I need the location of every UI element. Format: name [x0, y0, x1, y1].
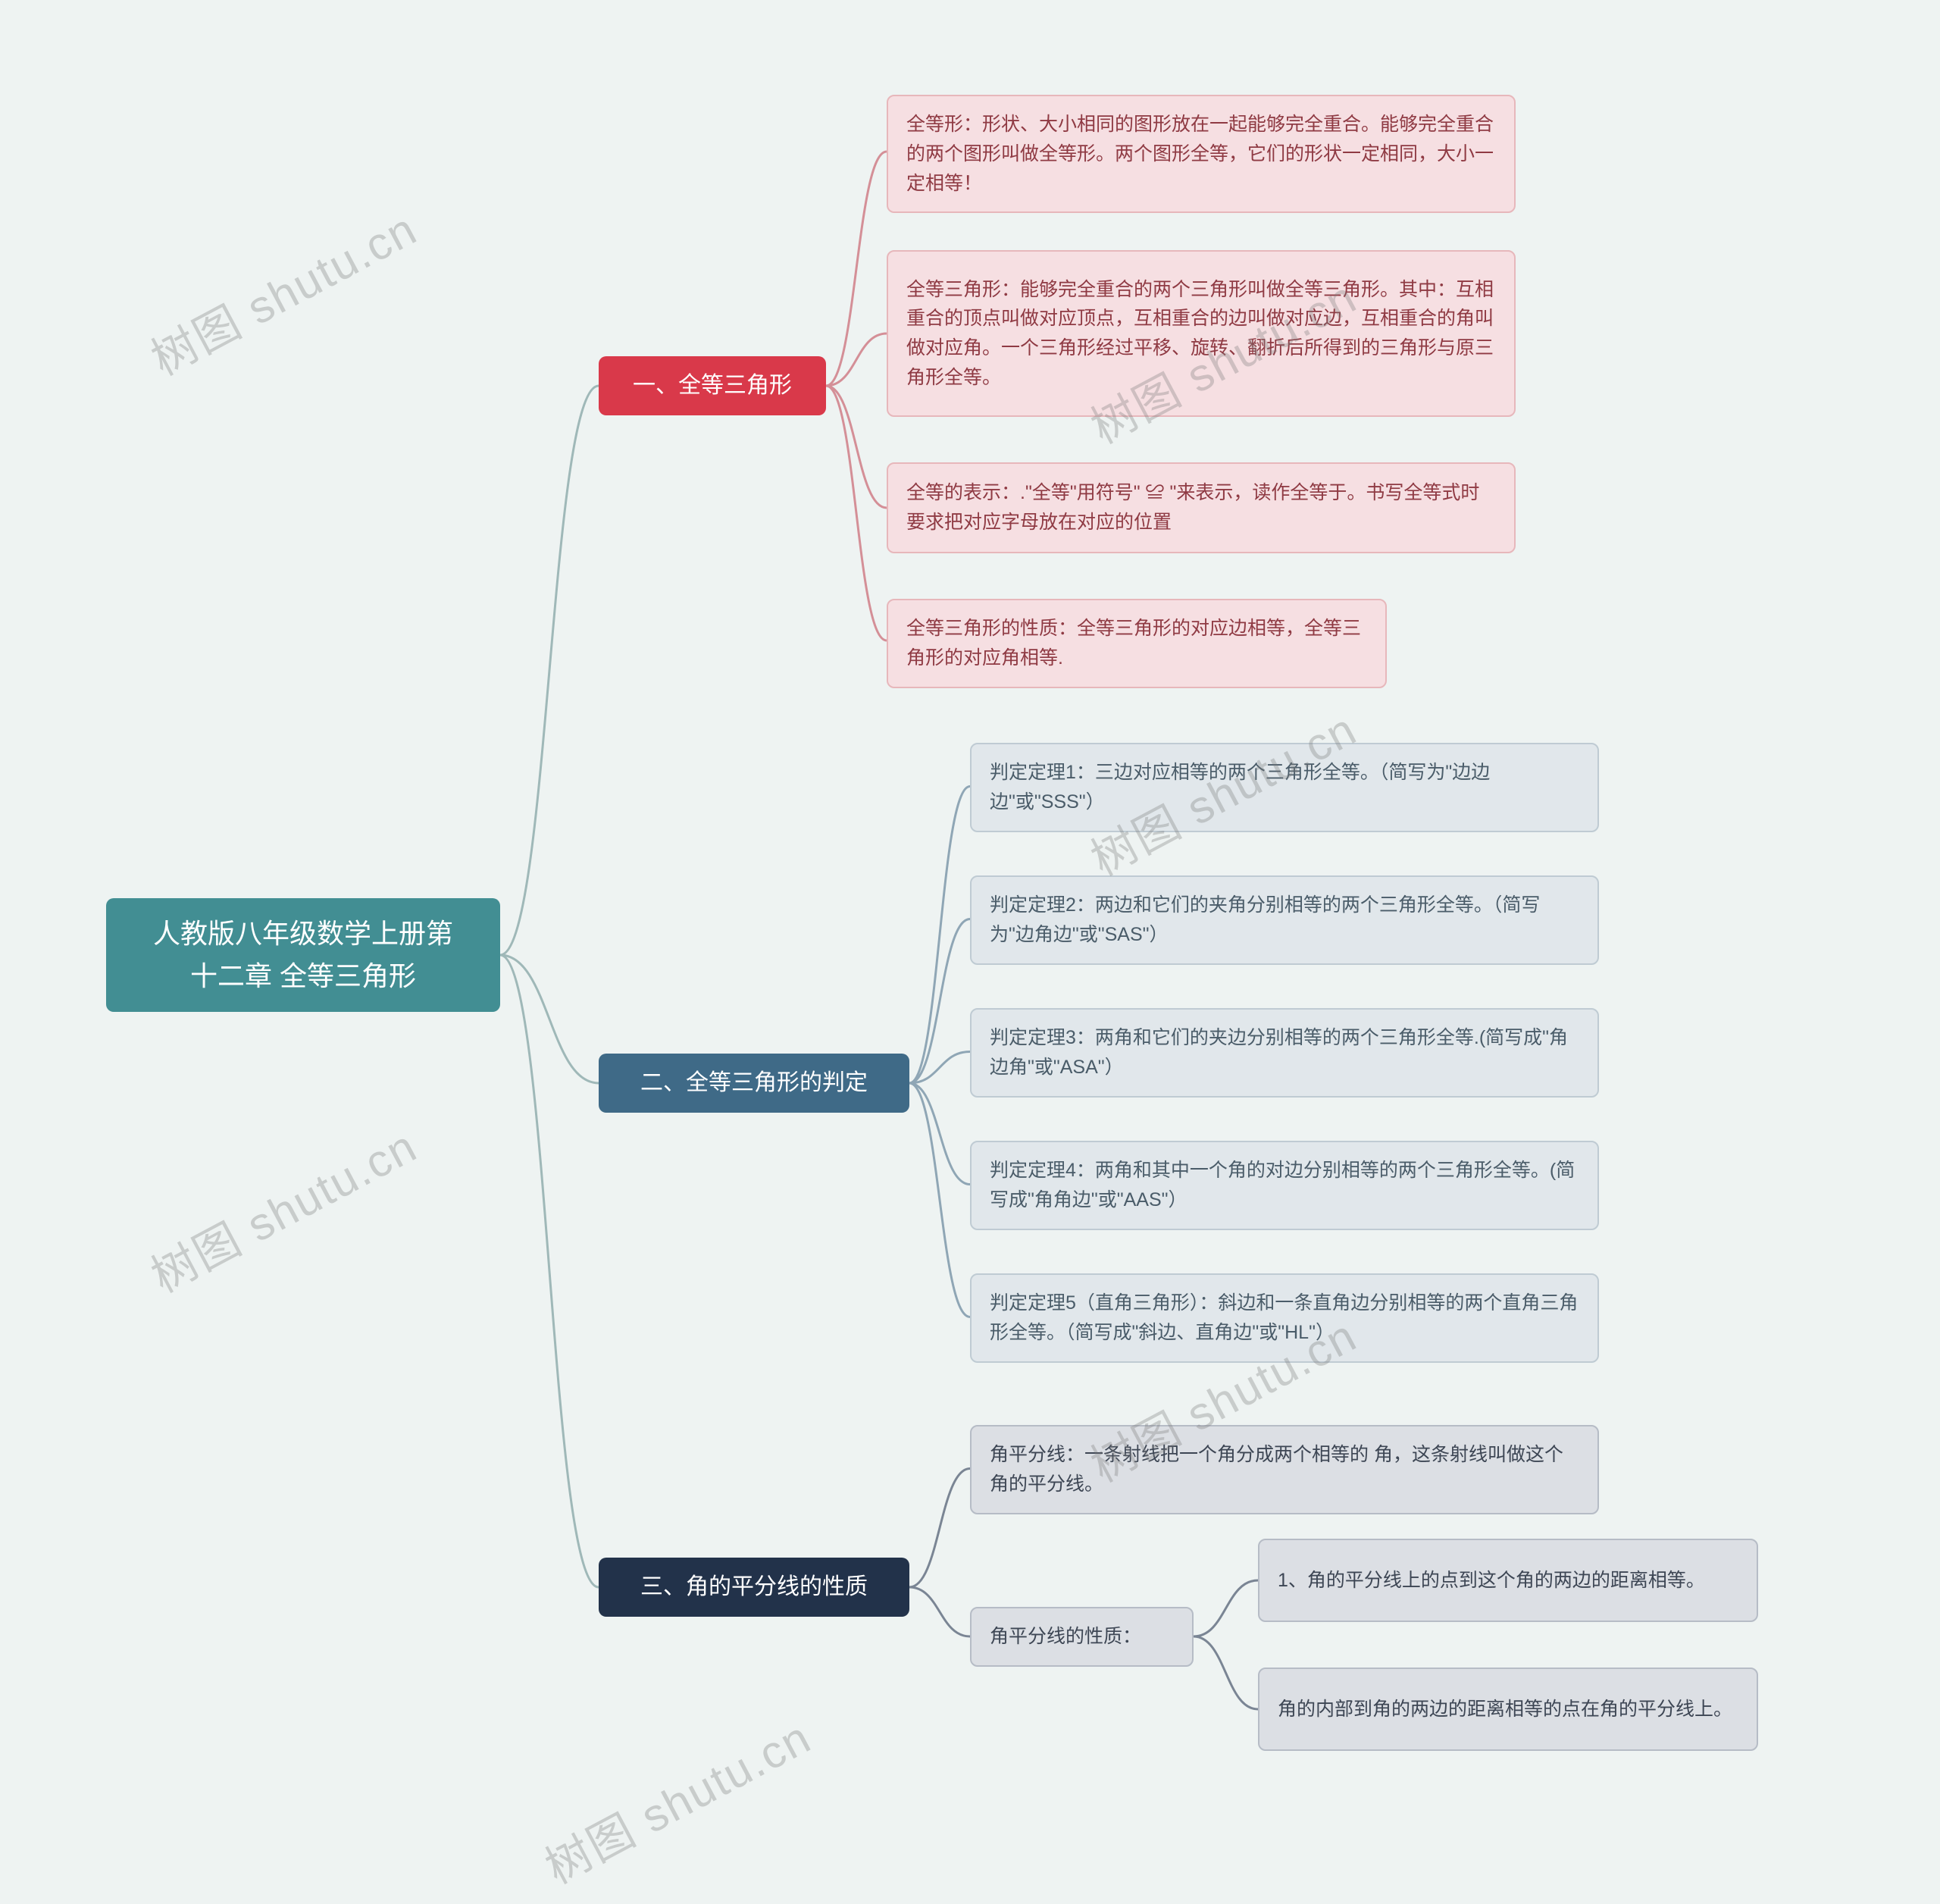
leaf-text: 角平分线的性质：	[990, 1622, 1174, 1652]
branch-3-sub-1[interactable]: 角的内部到角的两边的距离相等的点在角的平分线上。	[1258, 1668, 1758, 1751]
root-line1: 人教版八年级数学上册第	[153, 913, 453, 955]
root-node[interactable]: 人教版八年级数学上册第 十二章 全等三角形	[106, 898, 500, 1012]
branch-1-leaf-2[interactable]: 全等的表示：."全等"用符号" ≌ "来表示，读作全等于。书写全等式时要求把对应…	[887, 462, 1516, 553]
leaf-text: 全等三角形：能够完全重合的两个三角形叫做全等三角形。其中：互相重合的顶点叫做对应…	[906, 275, 1496, 393]
branch-2-leaf-4[interactable]: 判定定理5（直角三角形）：斜边和一条直角边分别相等的两个直角三角形全等。（简写成…	[970, 1273, 1599, 1363]
branch-2-leaf-2[interactable]: 判定定理3：两角和它们的夹边分别相等的两个三角形全等.(简写成"角边角"或"AS…	[970, 1008, 1599, 1098]
leaf-text: 角的内部到角的两边的距离相等的点在角的平分线上。	[1278, 1695, 1738, 1724]
branch-2-leaf-3[interactable]: 判定定理4：两角和其中一个角的对边分别相等的两个三角形全等。(简写成"角角边"或…	[970, 1141, 1599, 1230]
branch-1-leaf-3[interactable]: 全等三角形的性质：全等三角形的对应边相等，全等三角形的对应角相等.	[887, 599, 1387, 688]
branch-1-leaf-1[interactable]: 全等三角形：能够完全重合的两个三角形叫做全等三角形。其中：互相重合的顶点叫做对应…	[887, 250, 1516, 417]
branch-3-sub-0[interactable]: 1、角的平分线上的点到这个角的两边的距离相等。	[1258, 1539, 1758, 1622]
leaf-text: 判定定理3：两角和它们的夹边分别相等的两个三角形全等.(简写成"角边角"或"AS…	[990, 1023, 1579, 1082]
leaf-text: 全等三角形的性质：全等三角形的对应边相等，全等三角形的对应角相等.	[906, 614, 1367, 673]
branch-3-leaf-0[interactable]: 角平分线：一条射线把一个角分成两个相等的 角，这条射线叫做这个角的平分线。	[970, 1425, 1599, 1514]
leaf-text: 全等的表示：."全等"用符号" ≌ "来表示，读作全等于。书写全等式时要求把对应…	[906, 478, 1496, 537]
branch-3[interactable]: 三、角的平分线的性质	[599, 1558, 909, 1617]
leaf-text: 判定定理4：两角和其中一个角的对边分别相等的两个三角形全等。(简写成"角角边"或…	[990, 1156, 1579, 1215]
branch-1-leaf-0[interactable]: 全等形：形状、大小相同的图形放在一起能够完全重合。能够完全重合的两个图形叫做全等…	[887, 95, 1516, 213]
branch-2-label: 二、全等三角形的判定	[640, 1066, 868, 1101]
branch-1-label: 一、全等三角形	[633, 368, 792, 404]
leaf-text: 判定定理1：三边对应相等的两个三角形全等。（简写为"边边边"或"SSS"）	[990, 758, 1579, 817]
leaf-text: 角平分线：一条射线把一个角分成两个相等的 角，这条射线叫做这个角的平分线。	[990, 1440, 1579, 1499]
mindmap-canvas: 人教版八年级数学上册第 十二章 全等三角形 一、全等三角形 全等形：形状、大小相…	[0, 0, 1940, 1904]
branch-2-leaf-1[interactable]: 判定定理2：两边和它们的夹角分别相等的两个三角形全等。（简写为"边角边"或"SA…	[970, 875, 1599, 965]
branch-2-leaf-0[interactable]: 判定定理1：三边对应相等的两个三角形全等。（简写为"边边边"或"SSS"）	[970, 743, 1599, 832]
leaf-text: 判定定理5（直角三角形）：斜边和一条直角边分别相等的两个直角三角形全等。（简写成…	[990, 1289, 1579, 1348]
leaf-text: 1、角的平分线上的点到这个角的两边的距离相等。	[1278, 1566, 1738, 1596]
root-line2: 十二章 全等三角形	[190, 955, 416, 997]
branch-1[interactable]: 一、全等三角形	[599, 356, 826, 415]
branch-3-leaf-1[interactable]: 角平分线的性质：	[970, 1607, 1194, 1667]
leaf-text: 判定定理2：两边和它们的夹角分别相等的两个三角形全等。（简写为"边角边"或"SA…	[990, 891, 1579, 950]
branch-2[interactable]: 二、全等三角形的判定	[599, 1054, 909, 1113]
branch-3-label: 三、角的平分线的性质	[640, 1570, 868, 1605]
leaf-text: 全等形：形状、大小相同的图形放在一起能够完全重合。能够完全重合的两个图形叫做全等…	[906, 110, 1496, 198]
